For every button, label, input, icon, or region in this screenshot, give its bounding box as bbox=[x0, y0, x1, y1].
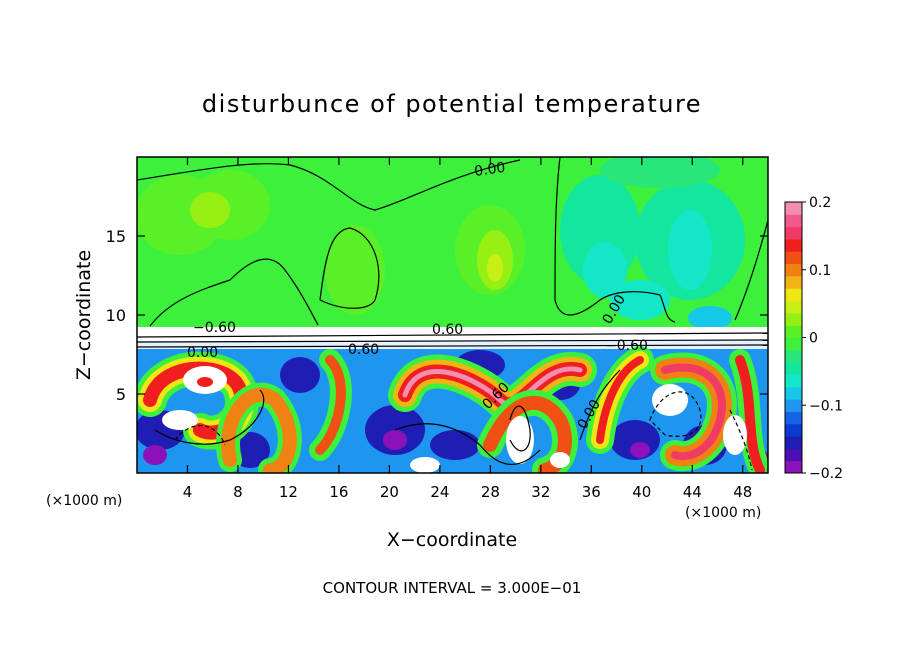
colorbar-tick-label: 0.2 bbox=[809, 195, 831, 211]
x-tick-label: 8 bbox=[233, 483, 243, 501]
chart-title: disturbunce of potential temperature bbox=[202, 90, 702, 118]
colorbar-swatch bbox=[785, 226, 802, 240]
y-axis-label: Z−coordinate bbox=[73, 250, 95, 380]
contour-label: −0.60 bbox=[605, 338, 648, 354]
colorbar-swatch bbox=[785, 362, 802, 375]
colorbar-swatch bbox=[785, 423, 802, 437]
x-tick-label: 40 bbox=[632, 483, 651, 501]
colorbar-swatch bbox=[785, 325, 802, 338]
colorbar-swatch bbox=[785, 386, 802, 400]
contour-lines bbox=[137, 157, 768, 471]
y-tick-label: 10 bbox=[106, 306, 126, 325]
colorbar-tick-label: 0 bbox=[809, 331, 818, 347]
y-tick-label: 5 bbox=[116, 385, 126, 404]
heatmap-field bbox=[137, 157, 768, 473]
colorbar-swatch bbox=[785, 275, 802, 289]
colorbar-swatch bbox=[785, 411, 802, 425]
colorbar-swatch bbox=[785, 337, 802, 351]
contour-label: −0.60 bbox=[193, 320, 236, 336]
colorbar-swatch bbox=[785, 288, 802, 302]
contour-label: 0.60 bbox=[432, 322, 463, 338]
colorbar-swatch bbox=[785, 436, 802, 449]
x-tick-label: 16 bbox=[329, 483, 348, 501]
x-tick-label: 32 bbox=[531, 483, 550, 501]
colorbar-swatch bbox=[785, 202, 802, 215]
colorbar: 0.2 0.1 0 −0.1 −0.2 bbox=[784, 195, 843, 482]
colorbar-tick-label: −0.1 bbox=[809, 398, 843, 414]
colorbar-swatch bbox=[785, 312, 802, 326]
x-axis-label: X−coordinate bbox=[387, 529, 517, 551]
colorbar-swatch bbox=[785, 300, 802, 314]
x-tick-label: 20 bbox=[380, 483, 399, 501]
colorbar-swatch bbox=[785, 349, 802, 363]
colorbar-tick-label: −0.2 bbox=[809, 466, 843, 482]
colorbar-swatch bbox=[785, 238, 802, 252]
x-axis: 4 8 12 16 20 24 28 32 36 40 44 48 bbox=[183, 157, 752, 501]
x-tick-label: 36 bbox=[582, 483, 601, 501]
colorbar-swatch bbox=[785, 448, 802, 462]
colorbar-swatch bbox=[785, 251, 802, 265]
x-tick-label: 48 bbox=[733, 483, 752, 501]
x-tick-label: 44 bbox=[683, 483, 702, 501]
y-tick-label: 15 bbox=[106, 227, 126, 246]
x-unit-label-right: (×1000 m) bbox=[685, 505, 761, 521]
x-tick-label: 28 bbox=[481, 483, 500, 501]
colorbar-swatch bbox=[785, 374, 802, 388]
colorbar-swatch bbox=[785, 263, 802, 277]
colorbar-swatch bbox=[785, 214, 802, 228]
x-tick-label: 12 bbox=[279, 483, 298, 501]
colorbar-swatch bbox=[785, 399, 802, 412]
x-tick-label: 24 bbox=[430, 483, 449, 501]
contour-label-group: 0.00 −0.60 0.60 0.00 −0.60 0.60 0.00 0.6… bbox=[187, 160, 648, 432]
colorbar-tick-label: 0.1 bbox=[809, 263, 831, 279]
colorbar-swatch bbox=[785, 460, 802, 474]
y-axis: 5 10 15 bbox=[106, 227, 768, 404]
x-tick-label: 4 bbox=[183, 483, 193, 501]
contour-label: 0.00 bbox=[473, 160, 506, 180]
contour-label: 0.60 bbox=[348, 342, 379, 358]
contour-label: 0.00 bbox=[187, 345, 218, 361]
contour-interval-label: CONTOUR INTERVAL = 3.000E−01 bbox=[323, 579, 582, 597]
x-unit-label-left: (×1000 m) bbox=[46, 493, 122, 509]
